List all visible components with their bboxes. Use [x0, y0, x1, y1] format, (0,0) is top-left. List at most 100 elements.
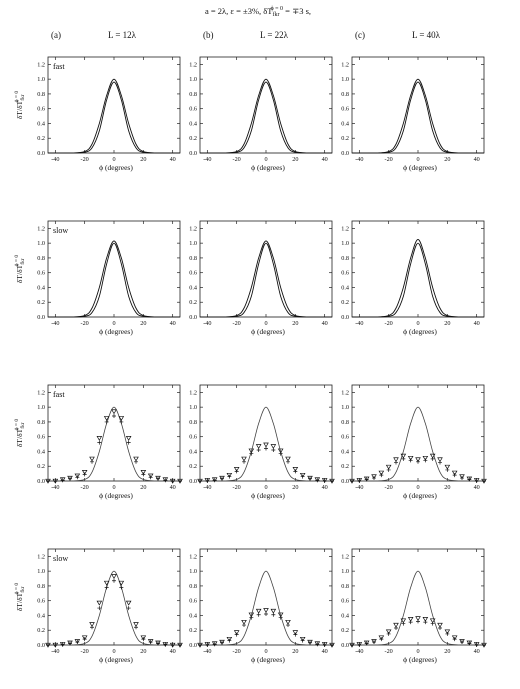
data-point-triangle: [140, 469, 147, 475]
data-point-triangle: [378, 470, 385, 476]
data-point-triangle: [219, 475, 225, 481]
series-line-1: [47, 81, 181, 154]
data-point-plus: [178, 643, 182, 647]
column-letter-0: (a): [51, 30, 61, 40]
y-tick-label: 1.2: [37, 225, 45, 232]
y-tick-label: 0.4: [189, 120, 197, 127]
data-point-triangle: [263, 442, 269, 448]
data-point-plus: [401, 456, 406, 461]
x-tick-label: -40: [51, 320, 59, 327]
x-tick-label: -40: [355, 320, 363, 327]
x-tick-label: 0: [264, 484, 267, 491]
y-tick-label: 0.0: [189, 642, 197, 649]
y-tick-label: 0.4: [341, 612, 349, 619]
x-tick-label: -40: [203, 320, 211, 327]
data-point-triangle: [451, 470, 458, 476]
data-point-triangle: [422, 617, 429, 622]
data-point-plus: [97, 606, 102, 611]
y-axis-label-sub: fkr: [19, 586, 26, 593]
data-point-triangle: [466, 640, 473, 646]
y-tick-label: 0.0: [37, 478, 45, 485]
data-point-plus: [315, 478, 320, 483]
data-point-triangle: [103, 416, 110, 421]
x-axis-label: ϕ (degrees): [99, 163, 133, 172]
y-tick-label: 0.4: [189, 284, 197, 291]
y-tick-label: 1.2: [37, 61, 45, 68]
x-tick-label: 40: [170, 320, 176, 327]
x-tick-label: 20: [292, 484, 298, 491]
data-point-triangle: [285, 456, 291, 462]
x-tick-label: 20: [140, 320, 146, 327]
x-axis-label: ϕ (degrees): [251, 327, 285, 336]
x-tick-label: -20: [233, 320, 241, 327]
y-tick-label: 0.4: [341, 448, 349, 455]
x-tick-label: 40: [170, 484, 176, 491]
data-point-triangle: [204, 642, 211, 647]
data-point-plus: [242, 459, 246, 464]
data-point-triangle: [371, 474, 377, 480]
data-point-plus: [322, 479, 327, 483]
y-tick-label: 0.6: [189, 270, 197, 277]
data-point-triangle: [356, 642, 363, 647]
data-point-plus: [452, 637, 457, 642]
series-line-1: [199, 81, 333, 154]
data-point-triangle: [111, 409, 117, 415]
data-point-triangle: [81, 635, 88, 641]
y-axis-label: δT/δTfkrϕ = 0: [14, 583, 26, 611]
series-line-0: [351, 78, 485, 154]
data-point-plus: [227, 638, 232, 643]
y-tick-label: 0.2: [189, 299, 197, 306]
data-point-triangle: [378, 635, 385, 641]
y-tick-label: 0.0: [37, 642, 45, 649]
x-tick-label: -40: [355, 484, 363, 491]
data-point-plus: [163, 642, 168, 647]
x-axis-label: ϕ (degrees): [99, 491, 133, 500]
x-tick-label: 0: [112, 156, 115, 163]
y-axis-label-sup: ϕ = 0: [14, 419, 20, 431]
data-point-triangle: [466, 476, 473, 482]
data-point-plus: [474, 643, 479, 647]
y-tick-label: 0.6: [341, 106, 349, 113]
y-tick-label: 0.0: [341, 150, 349, 157]
data-point-triangle: [299, 636, 306, 642]
y-axis-label-sub: fkr: [19, 94, 26, 101]
y-tick-label: 1.2: [37, 553, 45, 560]
data-point-triangle: [133, 456, 139, 462]
y-tick-label: 1.0: [189, 404, 197, 411]
y-axis-label-sup: ϕ = 0: [14, 255, 20, 267]
data-point-plus: [178, 479, 182, 483]
y-axis-label-main: δT/δT: [15, 264, 24, 283]
data-point-plus: [134, 459, 138, 464]
data-point-triangle: [299, 472, 306, 478]
column-label-1: L = 22λ: [260, 30, 289, 40]
data-point-plus: [119, 419, 124, 424]
data-point-plus: [256, 447, 261, 452]
y-tick-label: 0.6: [37, 434, 45, 441]
panel-r4-c1: 0.0 0.2 0.4 0.6 0.8 1.0 1.2 -40 -20 0 20 40 ϕ (degre…: [189, 548, 335, 664]
data-point-triangle: [356, 478, 363, 483]
x-tick-label: 20: [444, 156, 450, 163]
data-point-plus: [141, 637, 146, 642]
panel-r1-c1: 0.0 0.2 0.4 0.6 0.8 1.0 1.2 -40 -20 0 20 40 ϕ (degre…: [189, 56, 333, 172]
data-point-triangle: [147, 639, 154, 645]
data-point-plus: [60, 478, 65, 483]
data-point-plus: [112, 414, 116, 419]
data-point-plus: [205, 479, 210, 483]
data-point-triangle: [74, 639, 81, 645]
row-label: fast: [53, 62, 65, 71]
data-point-plus: [372, 640, 376, 645]
x-tick-label: -20: [233, 648, 241, 655]
x-tick-label: 20: [140, 484, 146, 491]
data-point-triangle: [211, 477, 218, 483]
y-tick-label: 1.0: [341, 240, 349, 247]
y-tick-label: 0.0: [341, 314, 349, 321]
data-point-triangle: [437, 457, 443, 463]
x-tick-label: -20: [81, 156, 89, 163]
data-point-triangle: [422, 455, 429, 461]
data-point-plus: [408, 620, 413, 625]
data-point-plus: [90, 459, 94, 464]
data-point-plus: [220, 476, 224, 481]
reference-line: [199, 570, 333, 646]
panel-r2-c1: 0.0 0.2 0.4 0.6 0.8 1.0 1.2 -40 -20 0 20 40 ϕ (degre…: [189, 220, 333, 336]
data-point-plus: [90, 625, 94, 630]
